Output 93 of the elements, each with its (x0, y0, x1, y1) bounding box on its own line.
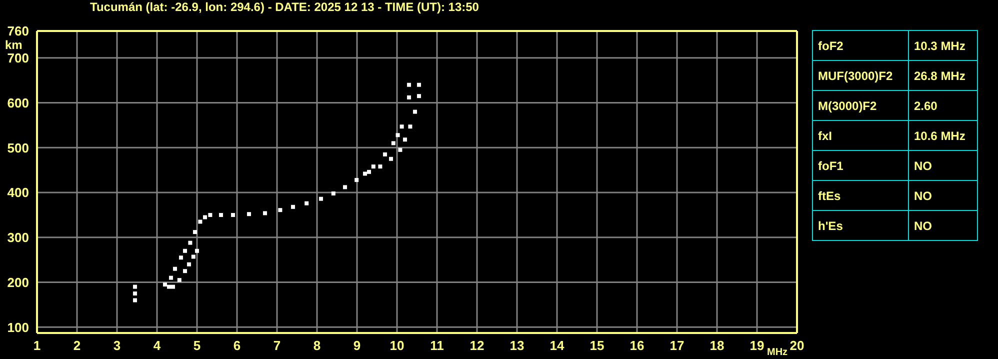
point (371, 164, 376, 169)
text: 10.6 MHz (908, 120, 978, 150)
point (403, 138, 407, 142)
x-tick-label: 12 (470, 338, 484, 354)
point (188, 240, 192, 245)
point (219, 212, 223, 217)
point (169, 276, 173, 280)
x-tick-label: 14 (550, 338, 565, 354)
x-tick-label: 19 (750, 338, 764, 354)
point (198, 220, 202, 224)
x-tick-label: 18 (710, 338, 724, 354)
point (208, 212, 212, 217)
text: NO (908, 150, 978, 180)
point (417, 94, 421, 98)
x-tick-label: 11 (430, 338, 444, 354)
y-tick-label: 500 (7, 140, 29, 156)
point (163, 282, 167, 287)
text: 2.60 (908, 90, 978, 120)
y-tick-label: 700 (7, 50, 29, 66)
point (247, 212, 251, 216)
point (191, 254, 196, 259)
point (173, 266, 177, 271)
x-tick-label: 16 (630, 338, 644, 354)
point (363, 172, 367, 176)
point (378, 164, 382, 169)
y-tick-label: 300 (7, 230, 29, 246)
text: h'Es (812, 210, 908, 240)
point (171, 284, 175, 289)
point (389, 156, 393, 161)
chart-title: Tucumán (lat: -26.9, lon: 294.6) - DATE: 2025 12 13 - TIME (UT): 13:50 (90, 0, 479, 14)
point (183, 269, 187, 274)
text: NO (908, 210, 978, 240)
text: fxI (812, 120, 908, 150)
point (304, 201, 309, 206)
y-tick-label: 760 (7, 24, 29, 39)
y-tick-label: 600 (7, 95, 29, 110)
point (367, 170, 371, 174)
y-tick-label: 400 (7, 185, 29, 200)
text: NO (908, 180, 978, 210)
x-tick-label: 15 (590, 338, 604, 354)
text: M(3000)F2 (812, 90, 908, 120)
point (407, 95, 411, 100)
x-tick-label: 7 (273, 338, 281, 354)
text: foF1 (812, 150, 908, 180)
point (231, 212, 235, 217)
point (391, 141, 396, 146)
point (398, 148, 402, 152)
point (133, 292, 137, 296)
point (133, 298, 137, 302)
x-tick-label: 9 (353, 338, 361, 354)
text: foF2 (812, 30, 908, 60)
point (179, 256, 183, 260)
text: ftEs (812, 180, 908, 210)
text: 26.8 MHz (908, 60, 978, 90)
point (195, 248, 199, 253)
point (408, 124, 412, 129)
x-tick-label: 2 (73, 338, 81, 354)
x-tick-label: 3 (113, 338, 121, 354)
point (400, 124, 404, 129)
x-tick-label: 17 (670, 338, 684, 354)
point (187, 262, 191, 266)
point (396, 133, 400, 138)
point (319, 196, 323, 201)
point (417, 82, 421, 87)
text: 10.3 MHz (908, 30, 978, 60)
text: MUF(3000)F2 (812, 60, 908, 90)
x-tick-label: 20 (790, 338, 804, 354)
point (413, 110, 417, 114)
point (177, 278, 182, 282)
x-tick-label: 8 (313, 338, 321, 354)
point (331, 191, 336, 196)
point (133, 284, 137, 289)
x-tick-label: 4 (153, 338, 162, 354)
point (354, 178, 359, 182)
x-tick-label: 6 (233, 338, 241, 354)
x-tick-label: 5 (193, 338, 201, 354)
point (407, 82, 411, 87)
x-tick-label: 1 (33, 338, 41, 354)
point (343, 185, 347, 190)
point (203, 215, 207, 220)
point (263, 211, 267, 216)
x-tick-label: 13 (510, 338, 524, 354)
point (278, 208, 282, 212)
y-tick-label: 200 (7, 274, 29, 290)
x-axis-title: MHz (767, 347, 788, 358)
y-axis-title: km (5, 38, 22, 52)
point (167, 284, 171, 289)
y-tick-label: 100 (7, 320, 29, 335)
point (183, 248, 187, 253)
point (383, 152, 387, 156)
point (291, 204, 295, 209)
point (193, 230, 197, 234)
x-tick-label: 10 (390, 338, 404, 354)
